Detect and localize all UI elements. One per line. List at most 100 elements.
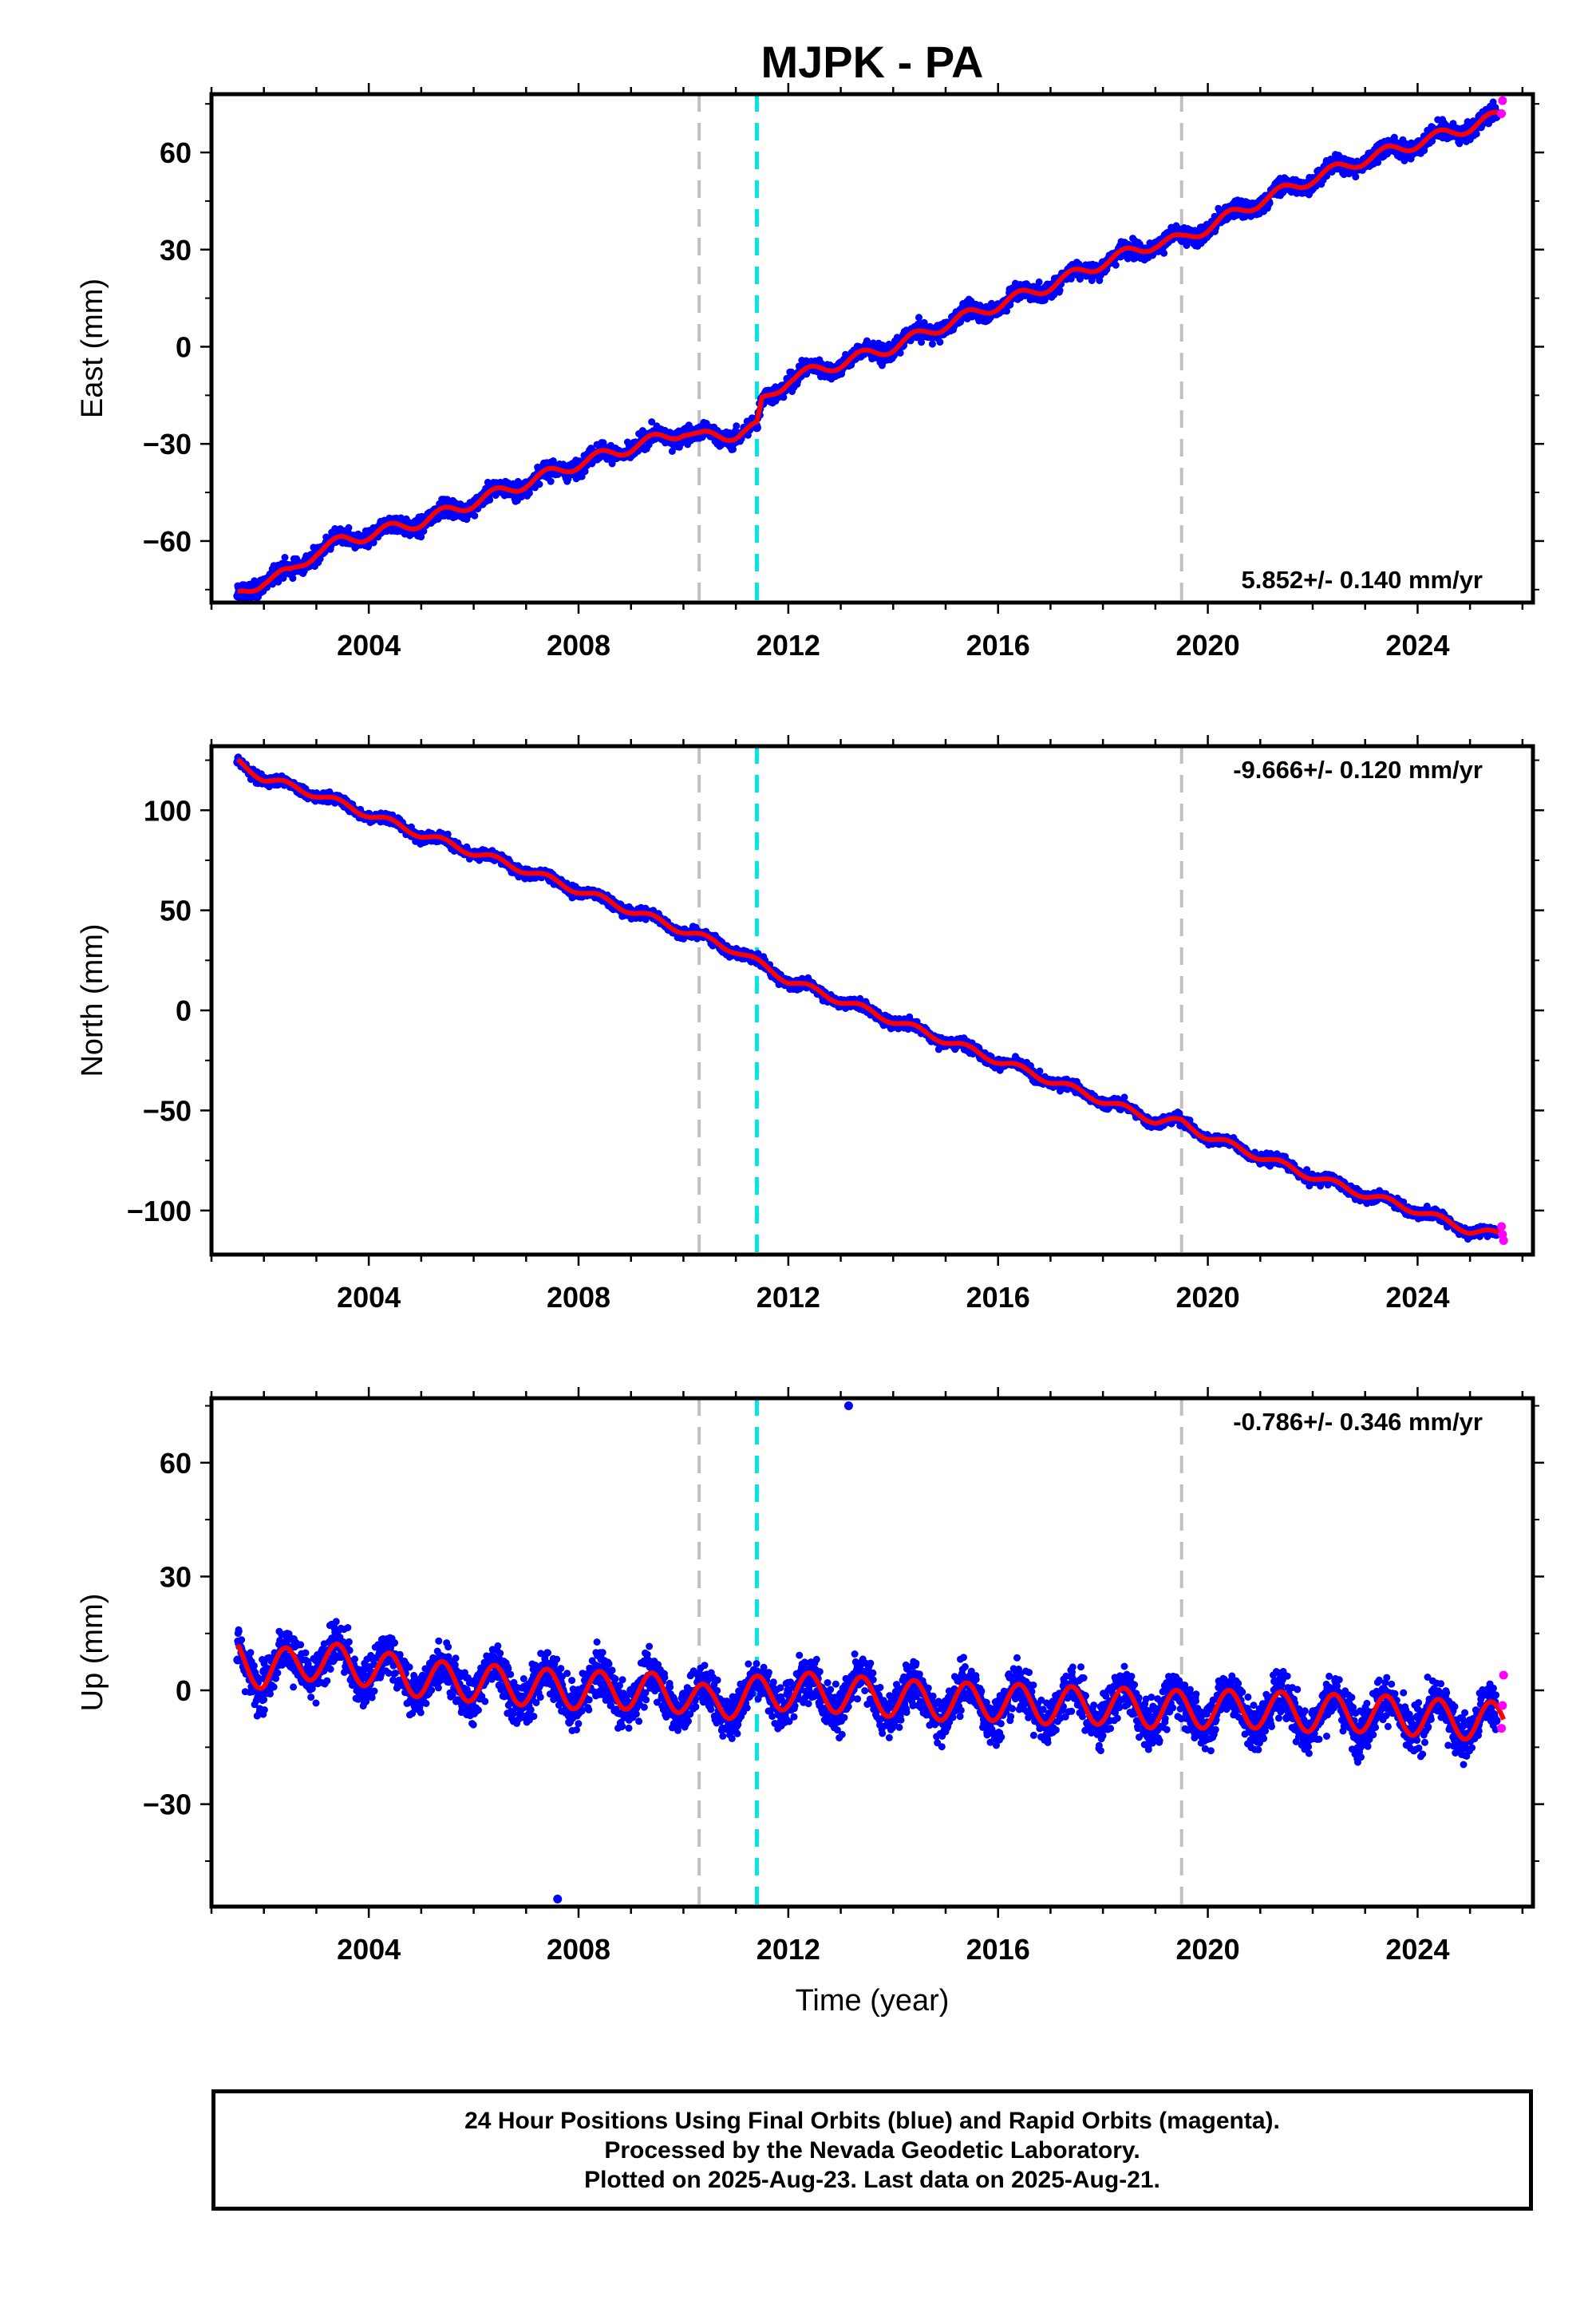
y-tick-label: −30 (143, 1788, 192, 1821)
x-tick-label: 2016 (966, 1281, 1030, 1314)
y-tick-label: 0 (176, 994, 192, 1027)
final-orbit-point (941, 1697, 950, 1706)
final-orbit-point (574, 1686, 583, 1695)
footer-line-3: Plotted on 2025-Aug-23. Last data on 202… (584, 2166, 1160, 2193)
final-orbit-point (731, 1694, 741, 1703)
final-orbit-point (286, 568, 295, 578)
x-tick-label: 2008 (547, 629, 610, 662)
final-orbit-point (888, 1694, 898, 1703)
y-axis-label: East (mm) (76, 279, 109, 418)
rapid-orbit-point (1497, 1724, 1507, 1733)
x-tick-label: 2004 (337, 629, 401, 662)
final-orbit-point (1255, 1705, 1265, 1714)
x-tick-label: 2012 (757, 1933, 820, 1966)
rapid-orbit-point (1498, 1701, 1507, 1710)
rapid-orbit-point (1498, 96, 1507, 105)
final-orbit-point (417, 1674, 426, 1684)
x-tick-label: 2020 (1176, 629, 1240, 662)
y-tick-label: 60 (160, 136, 192, 169)
final-orbit-point (1045, 1701, 1055, 1710)
figure-title: MJPK - PA (761, 37, 984, 87)
x-tick-label: 2012 (757, 629, 820, 662)
final-orbit-point (1465, 1716, 1475, 1725)
final-orbit-points (234, 753, 1500, 1243)
x-tick-label: 2020 (1176, 1933, 1240, 1966)
final-orbit-point (1203, 1705, 1213, 1714)
final-orbit-point (1098, 1701, 1108, 1710)
final-orbit-point (626, 1686, 636, 1695)
final-orbit-point (259, 1666, 269, 1676)
final-orbit-point (1491, 1716, 1501, 1725)
x-tick-label: 2024 (1385, 1933, 1449, 1966)
x-tick-label: 2024 (1385, 1281, 1449, 1314)
model-fit-line (235, 1642, 1506, 1742)
final-orbit-cloud (234, 1618, 1500, 1769)
x-tick-label: 2020 (1176, 1281, 1240, 1314)
model-fit-line (235, 757, 1505, 1237)
x-tick-label: 2012 (757, 1281, 820, 1314)
final-orbit-point (678, 1690, 688, 1699)
rapid-orbit-point (1497, 1222, 1507, 1231)
final-orbit-point (233, 1655, 243, 1665)
model-fit-line (237, 109, 1505, 595)
footer-line-1: 24 Hour Positions Using Final Orbits (bl… (464, 2107, 1280, 2134)
plot-area (233, 746, 1508, 1255)
final-orbit-point (836, 1690, 846, 1699)
final-orbit-points (234, 1618, 1500, 1769)
y-axis-label: Up (mm) (76, 1594, 109, 1712)
rapid-orbit-point (1499, 70, 1508, 79)
final-orbit-point (311, 1655, 321, 1665)
plot-frame (209, 1396, 1535, 1909)
y-tick-label: −60 (143, 525, 192, 558)
final-orbit-point (521, 1682, 531, 1691)
y-tick-label: 100 (144, 794, 192, 827)
rapid-orbit-point (1497, 109, 1507, 118)
y-tick-label: −30 (143, 428, 192, 460)
plot-frame (209, 92, 1535, 605)
x-tick-label: 2004 (337, 1933, 401, 1966)
final-orbit-point (752, 423, 761, 433)
rapid-orbit-point (1499, 1235, 1508, 1245)
x-tick-label: 2024 (1385, 629, 1449, 662)
x-tick-label: 2016 (966, 1933, 1030, 1966)
final-orbit-point (1308, 1709, 1317, 1718)
final-orbit-cloud (234, 753, 1500, 1243)
rate-label: -9.666+/- 0.120 mm/yr (1233, 756, 1483, 784)
final-orbit-point (1361, 1709, 1370, 1718)
final-orbit-point (843, 1401, 853, 1411)
panel-up: 2004 2008 2012 2016 2020 2024 −30 0 30 60 Up (mm) -… (76, 1387, 1544, 2018)
y-tick-label: −50 (143, 1094, 192, 1127)
x-tick-label: 2016 (966, 629, 1030, 662)
y-tick-label: 0 (176, 1674, 192, 1707)
y-tick-label: 30 (160, 234, 192, 267)
panel-east: 2004 2008 2012 2016 2020 2024 −60 −30 0 30 60 East … (76, 70, 1544, 662)
y-tick-label: 0 (176, 330, 192, 363)
final-orbit-point (705, 1701, 714, 1710)
final-orbit-point (1412, 1712, 1422, 1721)
footer-line-2: Processed by the Nevada Geodetic Laborat… (604, 2136, 1140, 2164)
y-tick-label: 50 (160, 895, 192, 927)
x-tick-label: 2008 (547, 1933, 610, 1966)
final-orbit-point (1177, 235, 1187, 245)
y-axis-label: North (mm) (76, 923, 109, 1077)
x-tick-label: 2008 (547, 1281, 610, 1314)
final-orbit-point (233, 591, 243, 601)
rapid-orbit-point (1499, 1670, 1508, 1680)
footer-box: 24 Hour Positions Using Final Orbits (bl… (211, 2089, 1533, 2211)
y-tick-label: −100 (127, 1195, 192, 1227)
final-orbit-point (553, 1894, 563, 1903)
plot-area (233, 70, 1508, 603)
panel-north: 2004 2008 2012 2016 2020 2024 −100 −50 0 50 100 Nor… (76, 735, 1544, 1314)
rate-label: 5.852+/- 0.140 mm/yr (1242, 566, 1483, 594)
final-orbit-point (784, 1686, 793, 1695)
final-orbit-point (364, 1663, 373, 1673)
plot-frame (209, 744, 1535, 1257)
rate-label: -0.786+/- 0.346 mm/yr (1233, 1408, 1483, 1436)
x-axis-label: Time (year) (796, 1984, 950, 2018)
x-tick-label: 2004 (337, 1281, 401, 1314)
final-orbit-point (469, 1678, 479, 1688)
y-tick-label: 60 (160, 1447, 192, 1480)
final-orbit-point (994, 1697, 1003, 1706)
y-tick-label: 30 (160, 1560, 192, 1593)
